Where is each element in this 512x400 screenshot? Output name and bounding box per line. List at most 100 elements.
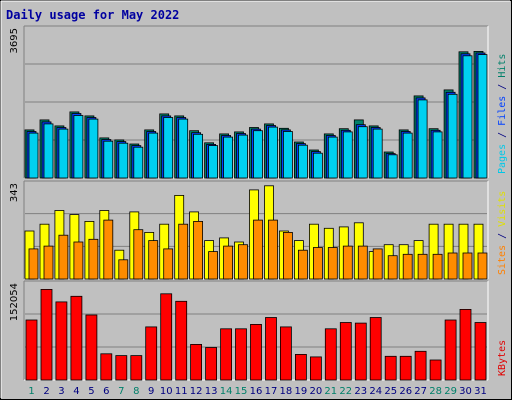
bar-kbytes-day-2 <box>40 288 53 381</box>
x-tick-label: 25 <box>384 386 397 397</box>
bar-pages-day-9 <box>148 132 159 179</box>
bar-sites-day-20 <box>312 247 323 280</box>
legend-part: KBytes <box>497 340 508 376</box>
bar-pages-day-11 <box>178 118 189 179</box>
bar-kbytes-day-4 <box>70 295 83 381</box>
x-tick-label: 27 <box>414 386 427 397</box>
bar-sites-day-21 <box>327 247 338 280</box>
bar-pages-day-29 <box>447 93 458 179</box>
bar-sites-day-9 <box>148 240 159 280</box>
series-legend: KBytes <box>497 340 508 376</box>
bar-sites-day-30 <box>462 252 473 280</box>
bar-kbytes-day-26 <box>399 355 412 381</box>
x-tick-label: 18 <box>280 386 293 397</box>
x-tick-label: 4 <box>73 386 79 397</box>
bar-pages-day-4 <box>73 115 84 179</box>
bar-sites-day-23 <box>357 245 368 280</box>
bar-pages-day-20 <box>312 152 323 179</box>
bar-kbytes-day-7 <box>115 355 128 381</box>
x-tick-label: 16 <box>250 386 263 397</box>
panel-visits-sites: 343 Sites / Visits <box>9 180 508 280</box>
bar-kbytes-day-22 <box>339 322 352 381</box>
bar-kbytes-day-18 <box>279 326 292 381</box>
bar-kbytes-day-9 <box>145 326 158 381</box>
bar-pages-day-13 <box>208 145 219 179</box>
bar-kbytes-day-20 <box>309 356 322 381</box>
x-tick-label: 14 <box>220 386 233 397</box>
bar-sites-day-29 <box>447 252 458 280</box>
bar-sites-day-16 <box>253 219 263 280</box>
bar-sites-day-3 <box>58 234 69 280</box>
bar-sites-day-12 <box>193 220 204 280</box>
x-tick-label: 28 <box>429 386 442 397</box>
y-max-label: 343 <box>9 183 20 202</box>
bar-kbytes-day-25 <box>384 355 397 381</box>
bar-pages-day-23 <box>357 126 368 179</box>
legend-part: Hits <box>497 54 508 78</box>
x-tick-label: 24 <box>369 386 382 397</box>
x-tick-label: 20 <box>310 386 323 397</box>
bar-sites-day-17 <box>268 219 278 280</box>
bar-pages-day-8 <box>133 146 144 179</box>
series-legend: Sites / Visits <box>497 191 508 275</box>
bar-pages-day-25 <box>387 154 398 179</box>
x-tick-label: 15 <box>235 386 248 397</box>
legend-part: Sites <box>497 245 508 275</box>
x-tick-label: 31 <box>474 386 487 397</box>
bar-pages-day-24 <box>372 128 383 179</box>
bar-sites-day-18 <box>282 231 293 280</box>
bar-sites-day-7 <box>118 259 129 280</box>
bar-sites-day-13 <box>208 251 219 280</box>
bar-sites-day-24 <box>372 248 383 280</box>
y-max-label: 152054 <box>9 283 20 321</box>
bar-pages-day-6 <box>103 140 114 179</box>
x-tick-label: 19 <box>295 386 308 397</box>
bar-sites-day-4 <box>73 241 84 280</box>
legend-part: Visits <box>497 191 508 227</box>
legend-part: / <box>497 126 508 144</box>
bar-sites-day-2 <box>43 245 54 280</box>
bar-pages-day-21 <box>327 136 338 179</box>
x-tick-label: 21 <box>324 386 337 397</box>
bar-kbytes-day-29 <box>444 319 457 381</box>
x-tick-label: 26 <box>399 386 412 397</box>
bar-pages-day-27 <box>417 99 428 179</box>
bar-pages-day-18 <box>282 131 293 179</box>
bar-kbytes-day-10 <box>160 293 173 381</box>
bar-sites-day-26 <box>402 253 413 280</box>
x-tick-label: 5 <box>88 386 94 397</box>
bar-kbytes-day-21 <box>324 328 337 381</box>
y-max-label: 3695 <box>9 28 20 53</box>
x-tick-label: 13 <box>205 386 218 397</box>
bar-sites-day-11 <box>178 223 189 280</box>
bar-kbytes-day-3 <box>55 301 68 381</box>
bar-sites-day-6 <box>103 219 114 280</box>
bar-kbytes-day-24 <box>369 317 382 381</box>
x-tick-label: 8 <box>133 386 139 397</box>
bar-kbytes-day-6 <box>100 353 113 381</box>
bar-pages-day-7 <box>118 142 129 179</box>
bar-pages-day-2 <box>43 123 54 179</box>
bar-pages-day-31 <box>477 54 488 179</box>
legend-part: Pages <box>497 144 508 174</box>
bar-kbytes-day-17 <box>265 317 277 381</box>
bar-pages-day-26 <box>402 132 413 179</box>
x-tick-label: 22 <box>339 386 352 397</box>
bar-pages-day-10 <box>163 117 174 179</box>
bar-pages-day-28 <box>432 131 443 179</box>
x-tick-label: 1 <box>28 386 34 397</box>
legend-part: / <box>497 227 508 245</box>
x-tick-label: 29 <box>444 386 457 397</box>
bar-sites-day-10 <box>163 248 174 280</box>
bar-sites-day-22 <box>342 245 353 280</box>
bar-sites-day-28 <box>432 253 443 280</box>
x-tick-label: 3 <box>58 386 64 397</box>
bar-sites-day-8 <box>133 229 144 280</box>
bar-kbytes-day-16 <box>250 323 262 381</box>
bar-kbytes-day-19 <box>294 353 307 381</box>
bar-pages-day-16 <box>253 130 263 179</box>
x-tick-label: 7 <box>118 386 124 397</box>
